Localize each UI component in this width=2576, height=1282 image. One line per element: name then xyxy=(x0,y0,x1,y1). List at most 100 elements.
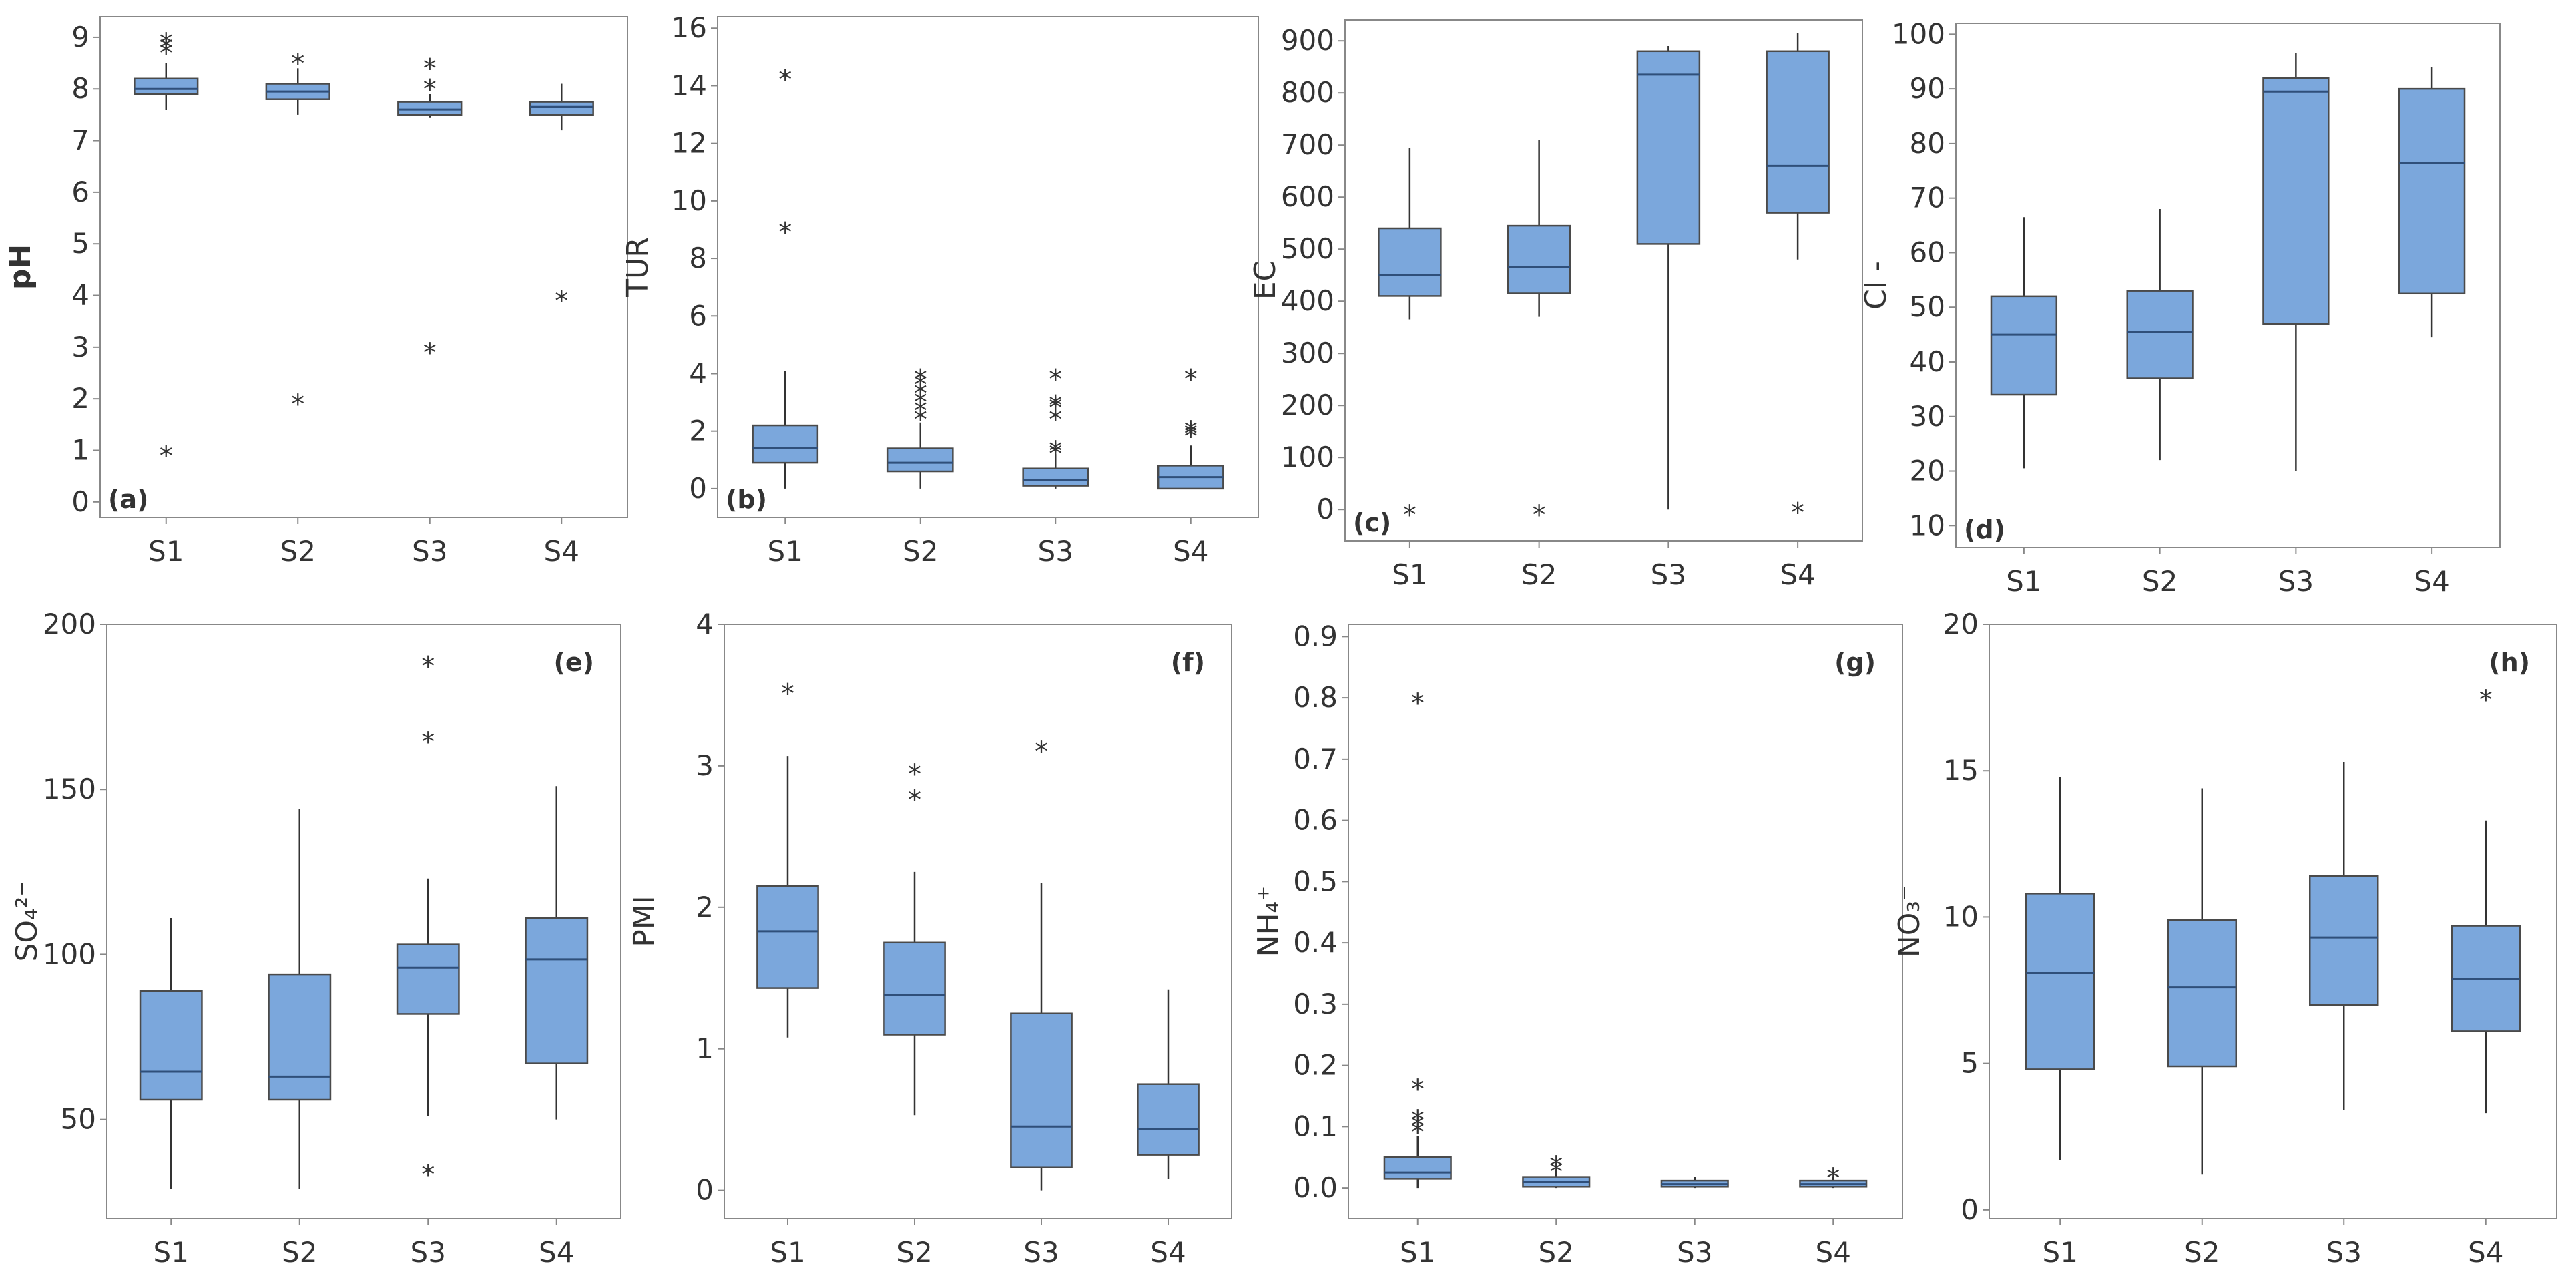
y-tick-label: 2 xyxy=(696,891,714,923)
y-tick-label: 0 xyxy=(1961,1193,1979,1226)
y-tick-label: 6 xyxy=(71,176,89,208)
y-tick-label: 14 xyxy=(672,69,707,101)
outlier-marker: * xyxy=(778,218,792,248)
box-s3: * xyxy=(1010,736,1073,1191)
outlier-marker: * xyxy=(908,785,921,815)
box-s2: ****** xyxy=(886,364,954,489)
outlier-marker: * xyxy=(914,387,927,418)
y-tick-label: 10 xyxy=(672,184,707,217)
y-tick-label: 5 xyxy=(1961,1047,1979,1080)
box-iqr xyxy=(2167,919,2237,1068)
outlier-marker: * xyxy=(781,678,794,709)
box-iqr xyxy=(396,943,460,1015)
x-category-label: S4 xyxy=(1816,1236,1851,1269)
y-axis-label: Cl - xyxy=(1859,261,1893,310)
box-s1: * xyxy=(756,678,819,1038)
box-iqr xyxy=(1383,1156,1452,1180)
outlier-marker: * xyxy=(778,65,792,95)
box-iqr xyxy=(2126,290,2194,379)
x-category-label: S2 xyxy=(2142,565,2177,598)
box-s2: ** xyxy=(883,759,946,1116)
x-category-label: S2 xyxy=(1521,558,1557,591)
y-tick-label: 60 xyxy=(1910,236,1945,268)
x-category-label: S2 xyxy=(280,535,316,568)
y-tick-label: 5 xyxy=(71,227,89,260)
y-tick-label: 0.9 xyxy=(1293,620,1338,652)
x-category-label: S1 xyxy=(154,1236,189,1269)
box-iqr xyxy=(268,973,332,1101)
y-tick-label: 2 xyxy=(689,415,707,447)
y-tick-label: 1 xyxy=(71,433,89,466)
y-tick-label: 0 xyxy=(689,472,707,505)
y-tick-label: 0 xyxy=(1316,493,1334,525)
y-tick-label: 100 xyxy=(43,937,96,970)
y-tick-label: 0.3 xyxy=(1293,988,1338,1020)
panel-tag: (f) xyxy=(1171,648,1205,677)
y-tick-label: 0.2 xyxy=(1293,1049,1338,1082)
y-tick-label: 50 xyxy=(61,1103,96,1136)
y-tick-label: 4 xyxy=(696,608,714,640)
y-tick-label: 900 xyxy=(1281,24,1334,57)
y-tick-label: 800 xyxy=(1281,76,1334,109)
box-s2: ** xyxy=(265,49,330,420)
outlier-marker: * xyxy=(160,28,173,59)
y-tick-label: 80 xyxy=(1910,127,1945,160)
outlier-marker: * xyxy=(1411,1111,1425,1142)
x-category-label: S2 xyxy=(282,1236,317,1269)
y-tick-label: 600 xyxy=(1281,180,1334,213)
plot-frame xyxy=(717,16,1259,518)
x-category-label: S2 xyxy=(2184,1236,2220,1269)
outlier-marker: * xyxy=(1184,364,1198,395)
box-s2 xyxy=(2126,209,2194,461)
box-iqr xyxy=(886,447,954,473)
panel-tag: (c) xyxy=(1353,508,1391,538)
box-iqr xyxy=(1507,224,1571,294)
y-tick-label: 6 xyxy=(689,299,707,332)
box-iqr xyxy=(2262,77,2330,325)
y-tick-label: 8 xyxy=(71,72,89,105)
y-tick-label: 8 xyxy=(689,242,707,274)
outlier-marker: * xyxy=(1411,1117,1425,1148)
box-iqr xyxy=(134,77,199,95)
y-axis-label: NH₄⁺ xyxy=(1252,886,1286,957)
plot-frame xyxy=(106,624,621,1219)
x-category-label: S1 xyxy=(2043,1236,2078,1269)
outlier-marker: * xyxy=(908,759,921,790)
outlier-marker: * xyxy=(1184,422,1198,453)
y-tick-label: 400 xyxy=(1281,284,1334,317)
outlier-marker: * xyxy=(1184,419,1198,449)
y-tick-label: 50 xyxy=(1910,290,1945,323)
x-category-label: S1 xyxy=(2006,565,2041,598)
panel-tag: (b) xyxy=(726,485,767,514)
outlier-marker: * xyxy=(160,38,173,69)
y-tick-label: 0.8 xyxy=(1293,681,1338,714)
box-iqr xyxy=(1766,50,1830,214)
box-s4 xyxy=(525,786,589,1120)
y-tick-label: 150 xyxy=(43,773,96,805)
y-tick-label: 15 xyxy=(1943,754,1979,787)
y-axis-label: TUR xyxy=(621,237,655,298)
plot-frame xyxy=(99,16,628,518)
x-category-label: S3 xyxy=(411,1236,446,1269)
x-category-label: S3 xyxy=(1038,535,1073,568)
panel-tag: (e) xyxy=(553,648,594,677)
box-s2: * xyxy=(1507,140,1571,531)
y-tick-label: 20 xyxy=(1910,455,1945,487)
box-iqr xyxy=(1137,1083,1200,1156)
box-s2: ** xyxy=(1522,1151,1591,1189)
box-s3 xyxy=(2309,762,2379,1110)
chart-panel-8: 0 5 10 15 20 NO₃⁻ (h) S1 S2 S3 S4 * xyxy=(1892,608,2557,1269)
plot-frame xyxy=(1348,624,1903,1219)
box-s3 xyxy=(1636,46,1701,510)
y-tick-label: 500 xyxy=(1281,232,1334,265)
x-category-label: S4 xyxy=(2414,565,2449,598)
y-tick-label: 0.7 xyxy=(1293,742,1338,775)
plot-frame xyxy=(1344,19,1863,542)
y-tick-label: 20 xyxy=(1943,608,1979,640)
outlier-marker: * xyxy=(1826,1163,1840,1194)
outlier-marker: * xyxy=(1049,405,1062,435)
y-tick-label: 90 xyxy=(1910,72,1945,105)
outlier-marker: * xyxy=(160,33,173,64)
